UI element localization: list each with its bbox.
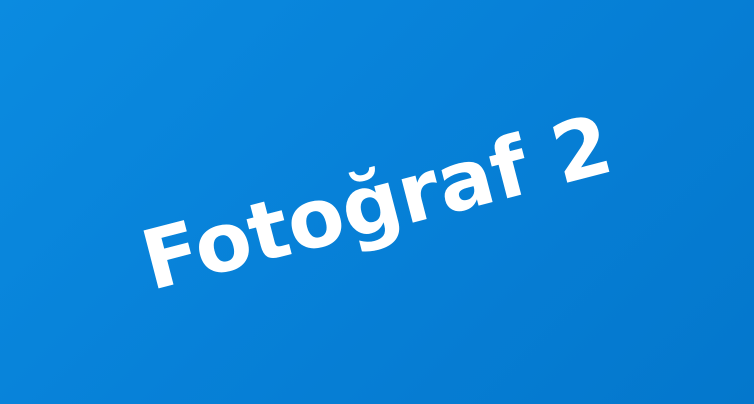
placeholder-caption: Fotoğraf 2 <box>132 97 622 310</box>
